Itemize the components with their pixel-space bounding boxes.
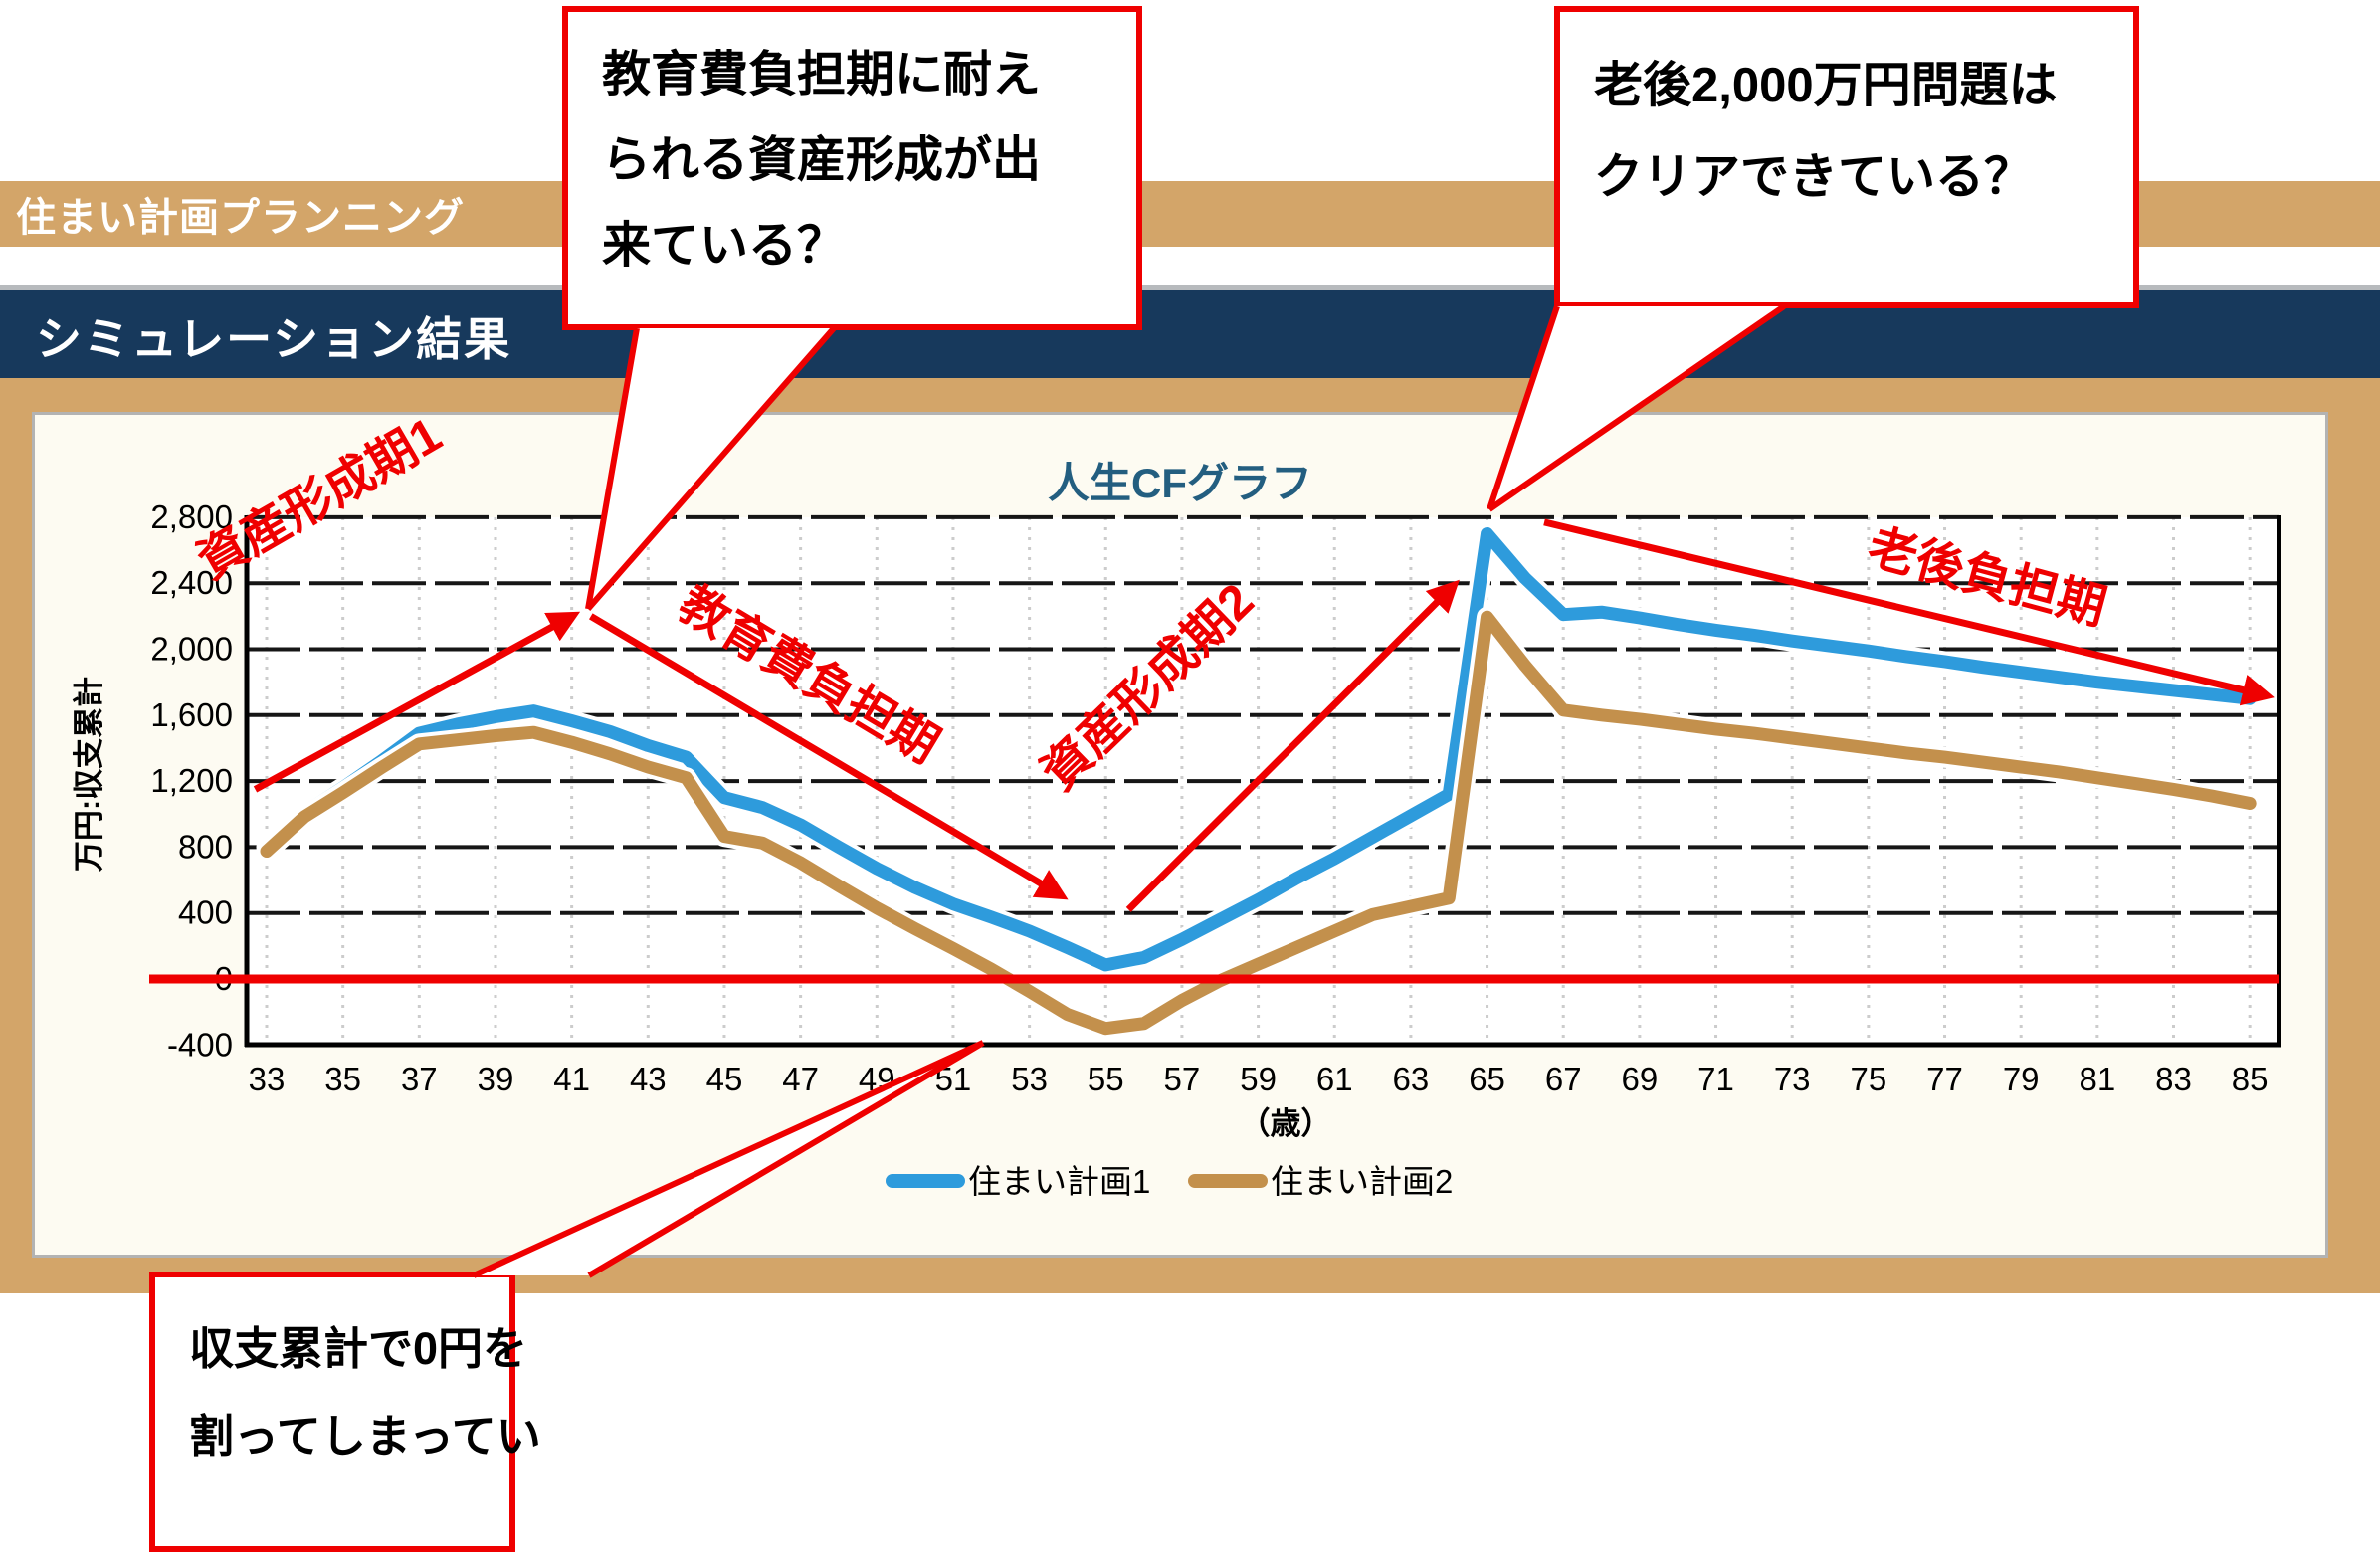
callout-text-line: 収支累計で0円を bbox=[189, 1323, 528, 1374]
callout-text-line: 割ってしまってい bbox=[189, 1411, 541, 1462]
section-title: シミュレーション結果 bbox=[36, 313, 512, 365]
callout-text-line: 教育費負担期に耐え bbox=[602, 48, 1042, 101]
chart-panel bbox=[0, 378, 2380, 1293]
callout-text-line: 老後2,000万円問題は bbox=[1594, 59, 2058, 112]
callout-text-line: 来ている？ bbox=[602, 219, 847, 273]
education-callout: 教育費負担期に耐え られる資産形成が出 来ている？ bbox=[562, 6, 1142, 330]
deficit-callout: 収支累計で0円を 割ってしまってい bbox=[149, 1272, 541, 1552]
callout-text-line: られる資産形成が出 bbox=[602, 133, 1042, 187]
chart-panel-inner bbox=[32, 412, 2328, 1258]
retirement-callout: 老後2,000万円問題は クリアできている？ bbox=[1554, 6, 2139, 308]
callout-text-line: クリアできている？ bbox=[1594, 150, 2034, 204]
app-title: 住まい計画プランニング bbox=[16, 196, 465, 240]
